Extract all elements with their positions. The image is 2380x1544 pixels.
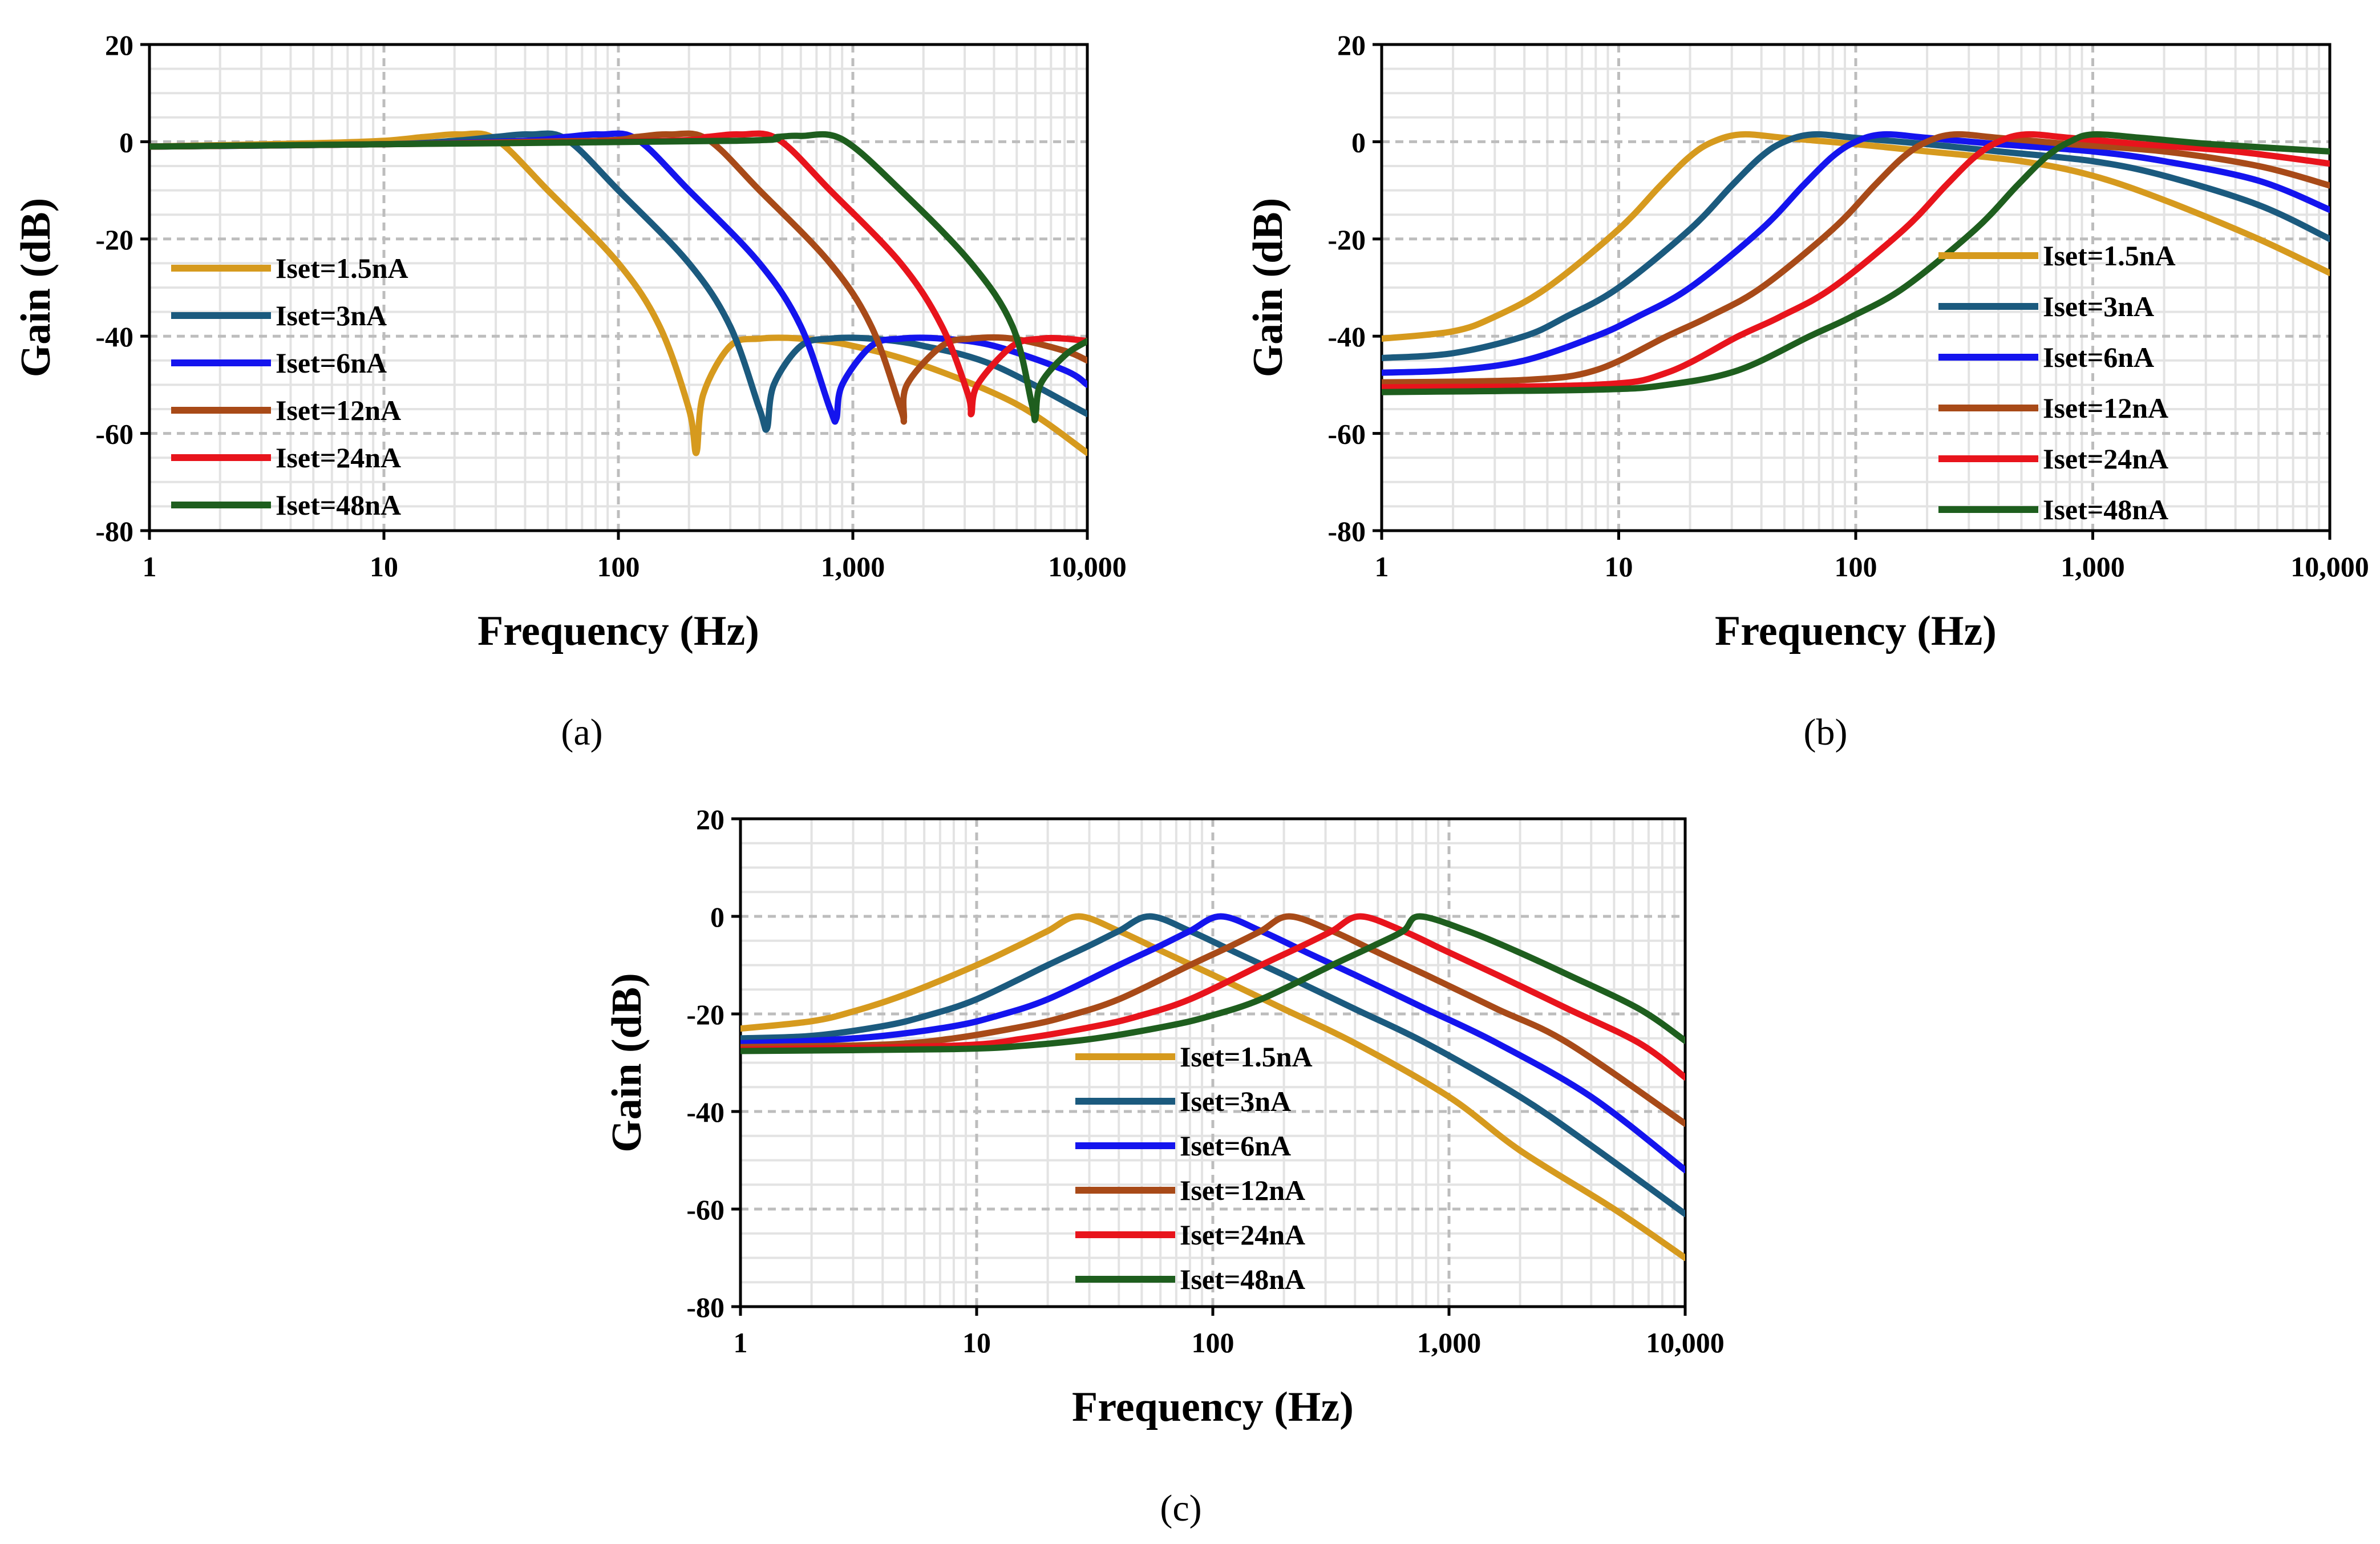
legend-label: Iset=1.5nA <box>1180 1041 1313 1073</box>
legend-label: Iset=1.5nA <box>276 252 408 284</box>
series-lines <box>1382 131 2330 395</box>
legend-label: Iset=48nA <box>276 489 401 521</box>
x-tick-label: 100 <box>597 551 640 583</box>
x-axis-title: Frequency (Hz) <box>477 608 759 654</box>
x-tick-label: 10,000 <box>2290 551 2369 583</box>
series-line-3 <box>1382 131 2330 386</box>
legend: Iset=1.5nA Iset=3nA Iset=6nA Iset=12nA Iset=… <box>171 252 408 521</box>
y-tick-label: -80 <box>686 1291 724 1323</box>
x-axis-title: Frequency (Hz) <box>1072 1384 1354 1430</box>
x-tick-label: 1,000 <box>1417 1327 1482 1359</box>
y-tick-label: -60 <box>686 1194 724 1226</box>
legend-label: Iset=3nA <box>276 300 387 332</box>
legend-label: Iset=24nA <box>1180 1219 1305 1251</box>
x-tick-label: 1 <box>734 1327 748 1359</box>
y-tick-label: -60 <box>1327 418 1366 450</box>
x-tick-label: 10 <box>1605 551 1633 583</box>
y-axis-title: Gain (dB) <box>1245 198 1292 378</box>
series-line-4 <box>740 913 1685 1081</box>
panel-label: (c) <box>1160 1488 1201 1529</box>
legend-label: Iset=12nA <box>2043 392 2168 424</box>
chart-panel-a: -80 -60 -40 -20 0 20 1 10 100 1,000 10,000 Frequenc… <box>13 29 1127 753</box>
legend-label: Iset=3nA <box>1180 1085 1291 1117</box>
y-tick-label: -60 <box>95 418 133 450</box>
series-line-1 <box>740 913 1685 1218</box>
y-tick-label: -80 <box>1327 515 1366 547</box>
y-axis-title: Gain (dB) <box>13 198 59 378</box>
legend-label: Iset=6nA <box>276 347 387 379</box>
x-tick-label: 100 <box>1192 1327 1234 1359</box>
series-line-0 <box>1382 131 2330 342</box>
y-tick-label: -80 <box>95 515 133 547</box>
series-line-5 <box>1382 131 2330 395</box>
x-axis-title: Frequency (Hz) <box>1715 608 1997 654</box>
series-line-0 <box>740 913 1685 1261</box>
series-line-5 <box>149 131 1087 423</box>
series-line-3 <box>740 913 1685 1127</box>
series-line-5 <box>740 913 1685 1054</box>
axis-ticks: -80 -60 -40 -20 0 20 1 10 100 1,000 10,000 <box>686 803 1724 1359</box>
y-tick-label: 20 <box>696 803 724 835</box>
chart-panel-b: -80 -60 -40 -20 0 20 1 10 100 1,000 10,000 Frequenc… <box>1245 29 2369 753</box>
panel-label: (b) <box>1804 712 1848 753</box>
series-line-0 <box>149 130 1087 456</box>
y-axis-title: Gain (dB) <box>604 973 650 1153</box>
legend-label: Iset=1.5nA <box>2043 240 2176 272</box>
legend-label: Iset=48nA <box>1180 1263 1305 1295</box>
series-line-2 <box>1382 131 2330 376</box>
x-tick-label: 10 <box>370 551 398 583</box>
series-line-1 <box>1382 131 2330 361</box>
legend-label: Iset=24nA <box>2043 443 2168 475</box>
gridlines <box>1380 43 2332 532</box>
y-tick-label: 0 <box>1351 126 1366 158</box>
y-tick-label: -20 <box>1327 224 1366 256</box>
legend-label: Iset=6nA <box>2043 341 2154 373</box>
x-tick-label: 1,000 <box>821 551 885 583</box>
legend-label: Iset=12nA <box>1180 1174 1305 1206</box>
series-line-4 <box>1382 131 2330 391</box>
y-tick-label: 0 <box>710 901 724 933</box>
legend-label: Iset=3nA <box>2043 290 2154 322</box>
series-lines <box>149 130 1087 456</box>
y-tick-label: -20 <box>95 224 133 256</box>
legend: Iset=1.5nA Iset=3nA Iset=6nA Iset=12nA Iset=… <box>1075 1041 1313 1295</box>
legend-label: Iset=24nA <box>276 442 401 474</box>
x-tick-label: 100 <box>1835 551 1877 583</box>
legend: Iset=1.5nA Iset=3nA Iset=6nA Iset=12nA Iset=… <box>1938 240 2176 526</box>
x-tick-label: 1,000 <box>2061 551 2125 583</box>
x-tick-label: 10,000 <box>1646 1327 1725 1359</box>
x-tick-label: 10,000 <box>1048 551 1127 583</box>
y-tick-label: 20 <box>1337 29 1366 61</box>
axis-ticks: -80 -60 -40 -20 0 20 1 10 100 1,000 10,000 <box>95 29 1126 583</box>
chart-panel-c: -80 -60 -40 -20 0 20 1 10 100 1,000 10,000 Frequenc… <box>604 803 1725 1529</box>
series-lines <box>740 913 1685 1261</box>
x-tick-label: 10 <box>962 1327 991 1359</box>
series-line-2 <box>740 913 1685 1174</box>
y-tick-label: 0 <box>119 126 133 158</box>
y-tick-label: -40 <box>686 1096 724 1128</box>
x-tick-label: 1 <box>1375 551 1389 583</box>
legend-label: Iset=48nA <box>2043 494 2168 526</box>
y-tick-label: 20 <box>105 29 133 61</box>
legend-label: Iset=6nA <box>1180 1130 1291 1162</box>
panel-label: (a) <box>561 712 602 753</box>
axis-ticks: -80 -60 -40 -20 0 20 1 10 100 1,000 10,000 <box>1327 29 2369 583</box>
x-tick-label: 1 <box>143 551 157 583</box>
y-tick-label: -40 <box>1327 321 1366 353</box>
y-tick-label: -40 <box>95 321 133 353</box>
legend-label: Iset=12nA <box>276 394 401 426</box>
y-tick-label: -20 <box>686 999 724 1030</box>
